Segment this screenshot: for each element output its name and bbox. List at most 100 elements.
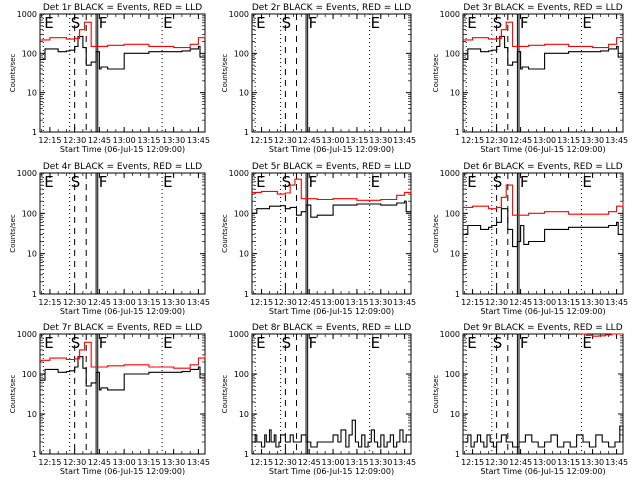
plot-title: Det 9r BLACK = Events, RED = LLD — [463, 323, 622, 333]
x-tick-label: 12:30 — [485, 136, 508, 145]
y-tick-label: 1 — [244, 290, 249, 299]
y-tick-label: 100 — [445, 370, 460, 379]
y-tick-label: 1 — [32, 450, 37, 459]
x-tick-label: 12:30 — [485, 458, 508, 467]
x-tick-label: 12:30 — [63, 136, 86, 145]
x-tick-label: 12:15 — [38, 458, 61, 467]
plot-title: Det 8r BLACK = Events, RED = LLD — [252, 323, 411, 333]
x-tick-label: 13:45 — [393, 136, 416, 145]
plot-title: Det 7r BLACK = Events, RED = LLD — [43, 323, 202, 333]
plot-frame — [462, 333, 624, 455]
marker-label-f: F — [309, 334, 318, 352]
series-lld-red — [252, 178, 412, 201]
x-tick-label: 13:15 — [137, 298, 160, 307]
marker-label-e: E — [163, 173, 172, 191]
series-lld-red — [463, 184, 624, 216]
plot-frame — [251, 333, 412, 455]
x-tick-label: 12:30 — [274, 298, 297, 307]
x-tick-label: 13:45 — [187, 298, 210, 307]
series-events-black — [463, 425, 624, 448]
y-tick-label: 1 — [455, 290, 460, 299]
marker-label-e: E — [44, 14, 53, 32]
y-tick-label: 1 — [455, 128, 460, 137]
x-tick-label: 13:00 — [322, 298, 345, 307]
series-lld-red — [463, 21, 624, 49]
y-axis-label: Counts/sec — [221, 375, 229, 414]
x-tick-label: 12:30 — [63, 298, 86, 307]
panel-7: Det 7r BLACK = Events, RED = LLD 1 10 100 10… — [9, 323, 210, 476]
panel-1: Det 1r BLACK = Events, RED = LLD 1 10 100 10… — [9, 3, 210, 154]
x-tick-label: 13:30 — [162, 458, 185, 467]
panel-5: Det 5r BLACK = Events, RED = LLD 1 10 100 10… — [221, 162, 416, 316]
x-tick-label: 13:00 — [533, 298, 556, 307]
x-tick-label: 13:45 — [187, 136, 210, 145]
plot-frame — [39, 13, 206, 133]
marker-label-e: E — [44, 173, 53, 191]
x-tick-label: 13:30 — [369, 298, 392, 307]
x-tick-label: 12:30 — [274, 136, 297, 145]
marker-label-f: F — [520, 173, 529, 191]
y-tick-label: 1000 — [229, 330, 249, 339]
y-axis-label: Counts/sec — [221, 214, 229, 253]
x-tick-label: 13:15 — [557, 298, 580, 307]
x-tick-label: 12:45 — [298, 136, 321, 145]
marker-label-s: S — [71, 14, 81, 32]
marker-label-e: E — [582, 173, 591, 191]
plot-frame — [462, 13, 624, 133]
marker-label-e: E — [371, 334, 380, 352]
plot-title: Det 4r BLACK = Events, RED = LLD — [43, 162, 202, 172]
x-tick-label: 13:15 — [345, 136, 368, 145]
y-tick-label: 100 — [445, 49, 460, 58]
x-tick-label: 12:45 — [88, 298, 111, 307]
y-tick-label: 100 — [22, 209, 37, 218]
marker-label-e: E — [163, 14, 172, 32]
marker-label-s: S — [493, 14, 503, 32]
y-axis-label: Counts/sec — [432, 54, 440, 93]
marker-label-s: S — [282, 173, 292, 191]
marker-label-e: E — [582, 14, 591, 32]
x-axis-label: Start Time (06-Jul-15 12:09:00) — [269, 307, 394, 316]
x-tick-label: 12:45 — [298, 298, 321, 307]
marker-label-e: E — [256, 334, 265, 352]
series-lld-red — [40, 21, 206, 49]
x-tick-label: 12:15 — [250, 136, 273, 145]
y-tick-label: 100 — [22, 370, 37, 379]
x-tick-label: 12:15 — [250, 458, 273, 467]
marker-label-s: S — [282, 334, 292, 352]
panel-8: Det 8r BLACK = Events, RED = LLD 1 10 100 10… — [221, 323, 416, 476]
panel-6: Det 6r BLACK = Events, RED = LLD 1 10 100 10… — [432, 162, 628, 316]
marker-label-e: E — [467, 334, 476, 352]
series-events-black — [40, 356, 206, 391]
y-tick-label: 1000 — [440, 169, 460, 178]
x-tick-label: 13:15 — [137, 458, 160, 467]
x-tick-label: 13:00 — [113, 136, 136, 145]
x-tick-label: 12:45 — [88, 136, 111, 145]
x-tick-label: 13:45 — [605, 298, 628, 307]
x-tick-label: 13:00 — [533, 458, 556, 467]
x-tick-label: 13:30 — [162, 298, 185, 307]
marker-label-e: E — [256, 14, 265, 32]
marker-label-f: F — [309, 14, 318, 32]
series-events-black — [463, 35, 624, 70]
plot-frame — [462, 172, 624, 295]
y-tick-label: 100 — [234, 209, 249, 218]
marker-label-s: S — [282, 14, 292, 32]
x-tick-label: 13:45 — [187, 458, 210, 467]
x-tick-label: 13:15 — [345, 298, 368, 307]
series-lld-red — [40, 341, 206, 369]
y-tick-label: 10 — [27, 89, 37, 98]
marker-label-e: E — [582, 334, 591, 352]
y-tick-label: 100 — [445, 209, 460, 218]
x-tick-label: 12:15 — [38, 136, 61, 145]
y-tick-label: 1000 — [17, 10, 37, 19]
y-tick-label: 1 — [455, 450, 460, 459]
plot-frame — [251, 13, 412, 133]
panel-4: Det 4r BLACK = Events, RED = LLD 1 10 100 10… — [9, 162, 210, 316]
x-tick-label: 12:15 — [461, 298, 484, 307]
y-tick-label: 1000 — [229, 169, 249, 178]
marker-label-s: S — [71, 173, 81, 191]
y-tick-label: 10 — [27, 250, 37, 259]
x-tick-label: 12:45 — [509, 136, 532, 145]
x-tick-label: 13:45 — [605, 458, 628, 467]
